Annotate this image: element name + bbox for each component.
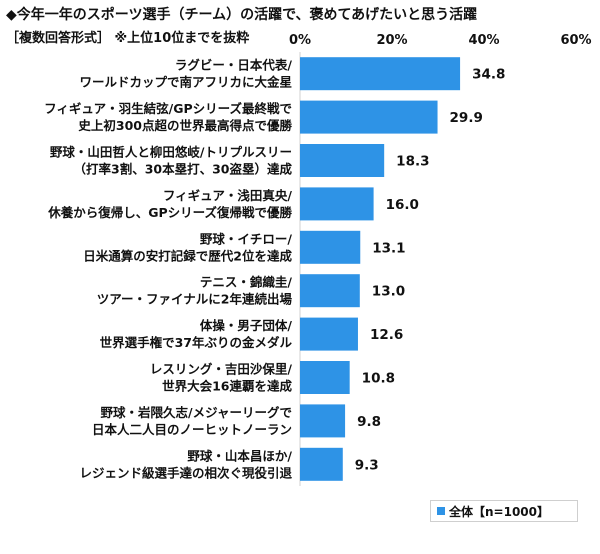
category-label: 日米通算の安打記録で歴代2位を達成 [83,248,292,263]
category-label: フィギュア・浅田真央/ [163,188,293,203]
chart-title: ◆今年一年のスポーツ選手（チーム）の活躍で、褒めてあげたいと思う活躍 [6,7,478,23]
category-label: 野球・イチロー/ [200,231,293,246]
data-label: 10.8 [362,371,395,387]
data-label: 16.0 [386,197,419,213]
x-tick-label: 20% [376,33,407,48]
legend: 全体【n=1000】 [430,500,578,522]
x-tick-label: 40% [468,33,499,48]
category-label: 野球・山田哲人と柳田悠岐/トリプルスリー [50,145,292,160]
data-label: 18.3 [396,154,429,170]
data-label: 34.8 [472,67,505,83]
data-label: 29.9 [450,110,483,126]
data-label: 9.3 [355,457,379,473]
category-label: ツアー・ファイナルに2年連続出場 [97,292,293,307]
data-label: 12.6 [370,327,403,343]
category-label: 史上初300点超の世界最高得点で優勝 [78,118,292,133]
bar [300,57,461,91]
chart-subtitle: ［複数回答形式］ ※上位10位までを抜粋 [6,31,250,46]
category-label: 日本人二人目のノーヒットノーラン [92,422,292,437]
bar [300,317,358,351]
bar [300,447,343,481]
category-label: レジェンド級選手達の相次ぐ現役引退 [79,465,292,480]
bar [300,404,346,438]
data-label: 9.8 [357,414,381,430]
legend-label: 全体【n=1000】 [449,504,549,519]
category-label: ワールドカップで南アフリカに大金星 [79,75,292,90]
bar [300,361,350,394]
bar [300,187,374,221]
category-label: （打率3割、30本塁打、30盗塁）達成 [74,162,293,177]
x-tick-label: 60% [560,33,591,48]
x-tick-label: 0% [289,33,311,48]
bar [300,144,385,177]
category-label: ラグビー・日本代表/ [175,58,293,73]
category-label: テニス・錦織圭/ [200,275,293,290]
category-label: フィギュア・羽生結弦/GPシリーズ最終戦で [44,101,292,116]
category-label: 野球・岩隈久志/メジャーリーグで [101,405,292,420]
category-label: 世界大会16連覇を達成 [162,379,292,394]
category-label: 休養から復帰し、GPシリーズ復帰戦で優勝 [47,205,292,220]
legend-swatch [437,507,445,515]
bar [300,100,438,134]
category-label: 世界選手権で37年ぶりの金メダル [100,335,293,350]
data-label: 13.0 [372,284,405,300]
bar [300,274,360,308]
category-label: 野球・山本昌ほか/ [187,448,292,463]
category-label: レスリング・吉田沙保里/ [150,362,293,377]
bar [300,230,361,264]
category-label: 体操・男子団体/ [200,318,293,333]
data-label: 13.1 [372,240,405,256]
